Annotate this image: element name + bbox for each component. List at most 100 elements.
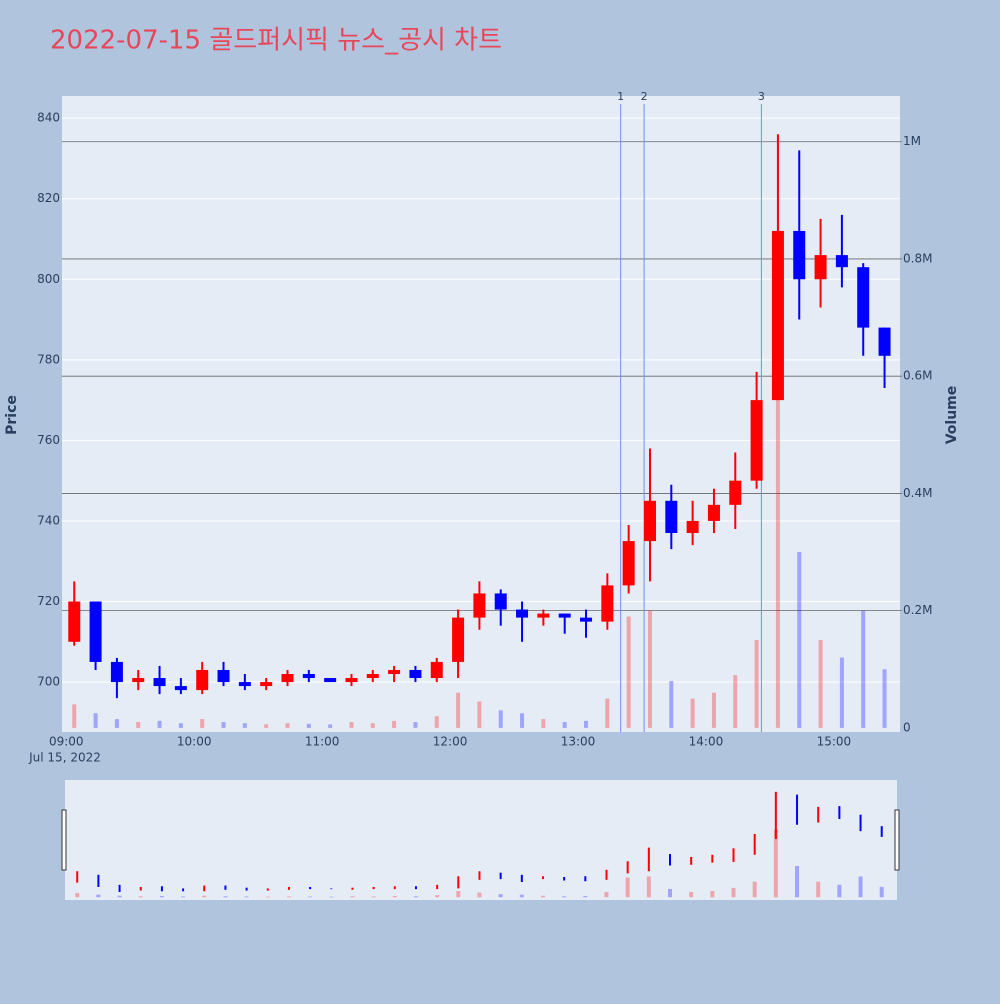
candle-body [324, 678, 337, 683]
candle-body [771, 230, 784, 401]
x-tick-label: 15:00 [817, 735, 852, 749]
volume-bar [584, 720, 589, 728]
y2-axis-title: Volume [944, 386, 960, 445]
slider-volume-bar [350, 896, 355, 898]
volume-bar [242, 723, 247, 728]
candle-body [89, 601, 102, 662]
volume-bar [839, 657, 844, 728]
volume-bar [669, 681, 674, 728]
slider-volume-bar [392, 896, 397, 898]
slider-volume-bar [202, 895, 207, 898]
range-slider[interactable] [65, 780, 897, 900]
volume-bar [456, 692, 461, 728]
candle-body [558, 613, 571, 618]
range-handle[interactable] [61, 809, 67, 871]
volume-bar [605, 698, 610, 728]
volume-bar [775, 346, 780, 728]
volume-bar [477, 701, 482, 728]
x-tick-label: 09:00 [49, 735, 84, 749]
y-tick-label: 760 [37, 433, 60, 447]
y2-tick-label: 1M [903, 134, 921, 148]
volume-bar [370, 723, 375, 728]
slider-volume-bar [731, 887, 736, 898]
slider-volume-bar [435, 895, 440, 898]
volume-bar [754, 639, 759, 728]
volume-bar [285, 723, 290, 728]
volume-bar [434, 716, 439, 728]
candle-body [857, 267, 870, 328]
candle-body [452, 617, 465, 662]
slider-volume-bar [286, 896, 291, 898]
slider-volume-bar [625, 877, 630, 898]
slider-volume-bar [456, 891, 461, 898]
volume-bar [200, 719, 205, 728]
volume-bar [93, 713, 98, 728]
candle-body [110, 661, 123, 683]
candle-body [643, 500, 656, 542]
y-axis-title: Price [4, 395, 20, 435]
annotation-label: 1 [617, 90, 624, 103]
volume-bar [392, 720, 397, 728]
candle-body [707, 504, 720, 521]
candle-body [345, 678, 358, 683]
y2-tick-label: 0.8M [903, 251, 932, 265]
annotation-label: 3 [758, 90, 765, 103]
volume-bar [114, 719, 119, 728]
candle-body [238, 682, 251, 687]
candle-body [622, 541, 635, 586]
candle-body [878, 327, 891, 356]
volume-bar [797, 552, 802, 728]
candle-body [132, 678, 145, 683]
y-tick-label: 780 [37, 352, 60, 366]
volume-bar [733, 675, 738, 728]
slider-volume-bar [308, 896, 313, 898]
y2-tick-label: 0.4M [903, 486, 932, 500]
volume-bar [157, 720, 162, 728]
volume-bar [306, 723, 311, 728]
y-tick-label: 840 [37, 111, 60, 125]
candle-body [174, 686, 187, 691]
y-tick-label: 820 [37, 191, 60, 205]
volume-bar [264, 724, 269, 728]
volume-bar [349, 722, 354, 728]
candle-body [835, 255, 848, 268]
candle-body [473, 593, 486, 618]
candle-body [366, 673, 379, 679]
candle-body [580, 617, 593, 622]
slider-volume-bar [117, 895, 122, 898]
candle-body [388, 669, 401, 674]
slider-volume-bar [540, 895, 545, 898]
volume-bar [413, 722, 418, 728]
candle-body [793, 230, 806, 280]
y-tick-label: 700 [37, 675, 60, 689]
candle-body [729, 480, 742, 505]
annotation-label: 2 [641, 90, 648, 103]
candle-body [68, 601, 81, 642]
slider-volume-bar [519, 894, 524, 898]
slider-volume-bar [96, 894, 101, 898]
volume-bar [711, 692, 716, 728]
slider-volume-bar [562, 896, 567, 898]
slider-volume-bar [858, 876, 863, 898]
slider-volume-bar [668, 888, 673, 898]
volume-bar [690, 698, 695, 728]
volume-bar [626, 616, 631, 728]
x-tick-label: 11:00 [305, 735, 340, 749]
range-handle[interactable] [894, 809, 900, 871]
y2-tick-label: 0 [903, 720, 911, 734]
candle-body [302, 673, 315, 679]
slider-volume-bar [583, 896, 588, 898]
candle-body [153, 678, 166, 687]
volume-bar [178, 723, 183, 728]
volume-bar [818, 639, 823, 728]
slider-volume-bar [498, 894, 503, 898]
x-tick-label: 13:00 [561, 735, 596, 749]
slider-volume-bar [413, 896, 418, 898]
candle-body [516, 609, 529, 618]
y-tick-label: 800 [37, 272, 60, 286]
volume-bar [861, 610, 866, 728]
slider-volume-bar [604, 892, 609, 898]
slider-volume-bar [75, 893, 80, 898]
volume-bar [562, 722, 567, 728]
